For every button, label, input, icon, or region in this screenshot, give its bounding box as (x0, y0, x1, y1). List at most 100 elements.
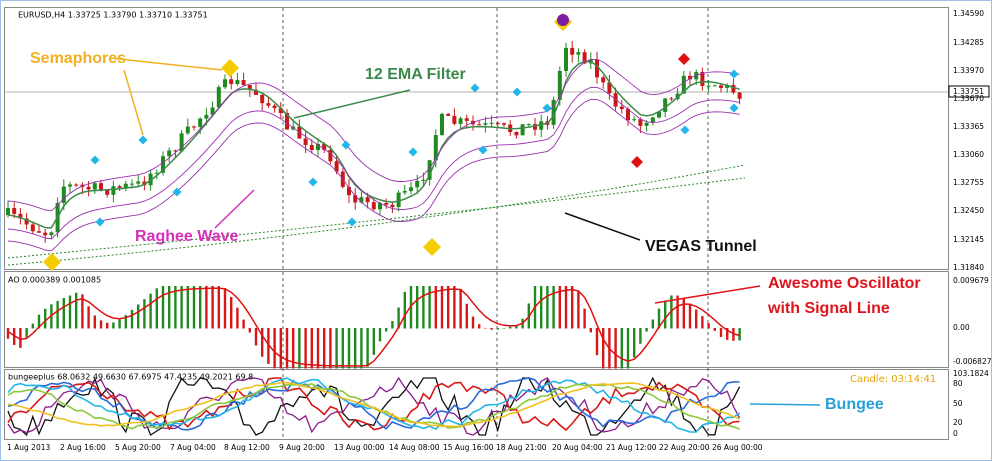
candle-body (229, 79, 234, 84)
ao-bar (230, 296, 233, 329)
bungee-label: 50 (953, 399, 963, 408)
ao-bar (106, 322, 109, 329)
ao-panel (4, 271, 949, 368)
candle-body (700, 72, 705, 86)
ao-bar (378, 328, 382, 342)
ao-bar (738, 328, 741, 341)
candle-body (731, 85, 736, 93)
ao-bar (447, 286, 450, 329)
ao-bar (329, 328, 332, 369)
candle-body (30, 224, 35, 232)
candle-body (148, 173, 153, 186)
candle-body (136, 181, 141, 184)
candle-body (502, 123, 506, 125)
semaphore-small (172, 187, 182, 197)
candle-body (142, 181, 147, 186)
price-label: 1.33060 (953, 150, 984, 159)
candle-body (322, 143, 327, 150)
ao-bar (267, 328, 270, 364)
semaphore-small (729, 103, 739, 113)
ao-bar (552, 286, 555, 329)
candle-body (390, 204, 395, 208)
ao-bar (391, 321, 394, 329)
candle-body (533, 124, 537, 130)
semaphore-large (43, 253, 61, 271)
arrow (214, 189, 255, 229)
arrow (123, 69, 144, 136)
current-price: 1.33751 (953, 87, 984, 96)
bungee-line (7, 376, 741, 436)
candle-body (427, 160, 432, 180)
ao-bar (168, 286, 171, 329)
semaphore-small (341, 140, 351, 150)
ao-bar (62, 298, 65, 329)
ao-bar (68, 295, 72, 329)
ao-bar (620, 328, 623, 369)
candle-body (681, 75, 686, 94)
price-label: 1.31840 (953, 263, 984, 272)
ao-bar (502, 328, 506, 329)
ao-bar (676, 295, 679, 329)
ao-bar (558, 286, 561, 329)
semaphore-large (423, 238, 441, 256)
candle-body (576, 52, 581, 55)
semaphore-small (470, 83, 480, 93)
ao-bar (56, 300, 59, 329)
ao-bar (416, 286, 419, 329)
ao-bar (434, 286, 437, 329)
bungee-label: 103.1824 (953, 369, 989, 378)
candle-body (235, 80, 240, 84)
candle-body (210, 107, 215, 115)
candle-body (74, 184, 79, 186)
raghee-wave (7, 86, 740, 240)
candle-body (582, 52, 587, 64)
annotation: with Signal Line (767, 300, 890, 317)
candle-body (266, 103, 271, 106)
ao-bar (180, 286, 183, 329)
time-label: 22 Aug 20:00 (659, 443, 710, 452)
candle-body (247, 85, 252, 90)
candle-body (719, 85, 723, 88)
candle-body (61, 186, 66, 203)
ao-signal (7, 287, 740, 367)
annotation: Raghee Wave (135, 228, 239, 245)
ao-title: AO 0.000389 0.001085 (8, 276, 101, 285)
candle-body (669, 98, 674, 100)
ao-bar (75, 292, 78, 329)
candle-body (570, 47, 575, 55)
ao-bar (428, 286, 431, 329)
arrow (749, 403, 821, 406)
ao-bar (261, 328, 264, 357)
ao-bar (205, 286, 208, 329)
ema-line (7, 60, 740, 229)
bungee-label: 80 (953, 379, 963, 388)
ao-bar (186, 286, 189, 329)
semaphore-small (408, 147, 418, 157)
time-label: 14 Aug 08:00 (389, 443, 440, 452)
candle-body (626, 109, 630, 121)
time-label: 20 Aug 04:00 (552, 443, 603, 452)
candle-body (185, 126, 190, 134)
ao-bar (577, 291, 580, 329)
candle-body (303, 138, 308, 146)
annotation: Bungee (825, 396, 884, 413)
ao-bar (639, 328, 642, 344)
price-label: 1.32755 (953, 178, 984, 187)
ao-bar (149, 293, 152, 329)
semaphore-small (729, 69, 739, 79)
candle-body (489, 122, 494, 124)
ao-bar (81, 294, 84, 329)
candle-body (421, 179, 426, 181)
ao-bar (236, 307, 239, 329)
ao-bar (341, 328, 344, 369)
candle-timer: Candle: 03:14:41 (850, 374, 936, 385)
ao-bar (633, 328, 636, 358)
candle-body (688, 75, 692, 80)
ao-bar (192, 286, 196, 329)
price-label: 1.32145 (953, 235, 984, 244)
candle-body (706, 85, 711, 87)
ao-bar (403, 291, 406, 329)
candle-body (384, 203, 389, 205)
ao-bar (323, 328, 326, 369)
ao-bar (564, 286, 568, 329)
